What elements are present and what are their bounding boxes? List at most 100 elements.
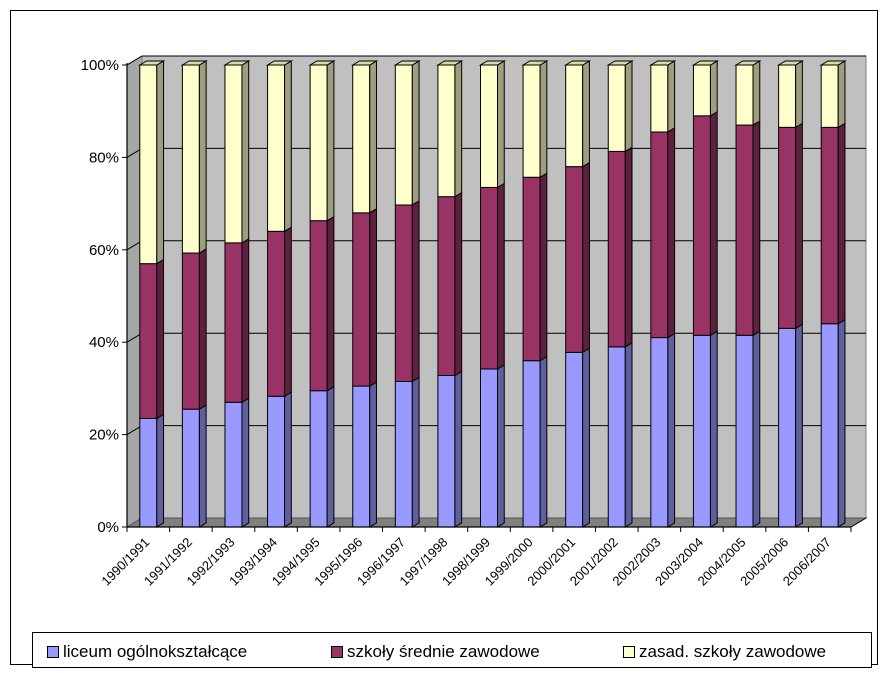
- bar-side: [667, 60, 676, 133]
- bar-side: [284, 391, 292, 528]
- bar-side: [198, 404, 207, 528]
- axes: [126, 63, 867, 528]
- bar-side: [326, 60, 335, 222]
- y-tick-label: 40%: [89, 334, 119, 351]
- bar-top: [180, 60, 208, 66]
- bar-group: [734, 60, 762, 528]
- bar-side: [752, 60, 761, 126]
- bar-group: [478, 60, 507, 528]
- bar-segment: [820, 323, 839, 528]
- bar-top: [563, 60, 592, 66]
- bar-side: [156, 413, 165, 528]
- bar-side: [497, 182, 505, 370]
- bar-segment: [394, 204, 413, 382]
- bar-segment: [437, 374, 456, 528]
- y-tick-label: 0%: [97, 519, 119, 536]
- bar-segment: [692, 64, 711, 117]
- bar-side: [582, 347, 590, 528]
- bars: [137, 60, 847, 528]
- bar-group: [308, 60, 336, 528]
- bar-segment: [820, 64, 839, 128]
- y-tick-label: 60%: [89, 242, 119, 259]
- bar-segment: [267, 395, 286, 528]
- bar-group: [563, 60, 592, 528]
- bar-segment: [778, 64, 797, 128]
- bar-side: [752, 120, 761, 337]
- bar-segment: [181, 252, 200, 410]
- bar-top: [350, 60, 379, 66]
- bar-side: [411, 200, 420, 383]
- bar-side: [369, 381, 377, 528]
- bar-side: [539, 355, 548, 528]
- bar-side: [624, 60, 633, 153]
- bar-side: [369, 60, 377, 214]
- bar-group: [265, 60, 294, 528]
- bar-side: [198, 248, 207, 411]
- bar-side: [497, 60, 505, 189]
- bar-segment: [267, 64, 286, 232]
- bar-top: [223, 60, 251, 66]
- bar-side: [539, 172, 548, 362]
- bar-segment: [352, 64, 371, 214]
- bar-segment: [480, 64, 498, 188]
- bar-side: [795, 122, 803, 330]
- bar-top: [819, 60, 847, 66]
- bar-segment: [437, 196, 456, 376]
- bar-segment: [394, 380, 413, 528]
- bar-side: [837, 122, 846, 325]
- bar-top: [521, 60, 549, 66]
- bar-segment: [139, 263, 158, 419]
- bar-side: [624, 341, 633, 528]
- bar-side: [752, 330, 761, 528]
- legend-swatch-srednie: [331, 646, 343, 658]
- bar-side: [454, 60, 463, 198]
- bar-segment: [778, 327, 797, 528]
- bar-segment: [735, 124, 754, 336]
- bar-group: [606, 60, 634, 528]
- bar-segment: [692, 115, 711, 336]
- bar-segment: [565, 64, 584, 168]
- y-tick-label: 80%: [89, 149, 119, 166]
- legend: liceum ogólnokształcące szkoły średnie z…: [32, 632, 872, 668]
- legend-label-liceum: liceum ogólnokształcące: [63, 642, 248, 661]
- bar-side: [284, 60, 292, 233]
- y-tick-label: 20%: [89, 427, 119, 444]
- bar-top: [393, 60, 421, 66]
- bar-group: [180, 60, 208, 528]
- bar-group: [776, 60, 805, 528]
- legend-swatch-liceum: [47, 646, 59, 658]
- legend-item-srednie: szkoły średnie zawodowe: [331, 642, 540, 662]
- bar-segment: [480, 368, 498, 528]
- bar-group: [521, 60, 549, 528]
- bar-side: [326, 215, 335, 392]
- bar-group: [393, 60, 421, 528]
- bar-side: [369, 207, 377, 387]
- legend-label-srednie: szkoły średnie zawodowe: [347, 642, 540, 661]
- bar-side: [454, 191, 463, 377]
- legend-swatch-zasad: [623, 646, 635, 658]
- y-tick-label: 100%: [81, 57, 119, 74]
- bar-side: [709, 60, 718, 117]
- bar-side: [497, 364, 505, 528]
- bar-side: [709, 330, 718, 528]
- bar-side: [795, 60, 803, 129]
- bar-group: [436, 60, 464, 528]
- bar-segment: [778, 126, 797, 329]
- bar-side: [795, 323, 803, 528]
- bar-top: [265, 60, 294, 66]
- floor-edge: [850, 517, 867, 528]
- bar-group: [819, 60, 847, 528]
- bar-segment: [224, 401, 243, 528]
- bar-segment: [650, 131, 669, 339]
- bar-segment: [650, 337, 669, 528]
- bar-segment: [565, 166, 584, 353]
- bar-side: [411, 376, 420, 528]
- bar-segment: [820, 126, 839, 325]
- bar-top: [137, 60, 166, 66]
- bar-segment: [522, 64, 541, 178]
- bar-segment: [267, 230, 286, 397]
- bar-segment: [224, 242, 243, 403]
- bar-group: [350, 60, 379, 528]
- bar-group: [649, 60, 677, 528]
- bar-segment: [650, 64, 669, 133]
